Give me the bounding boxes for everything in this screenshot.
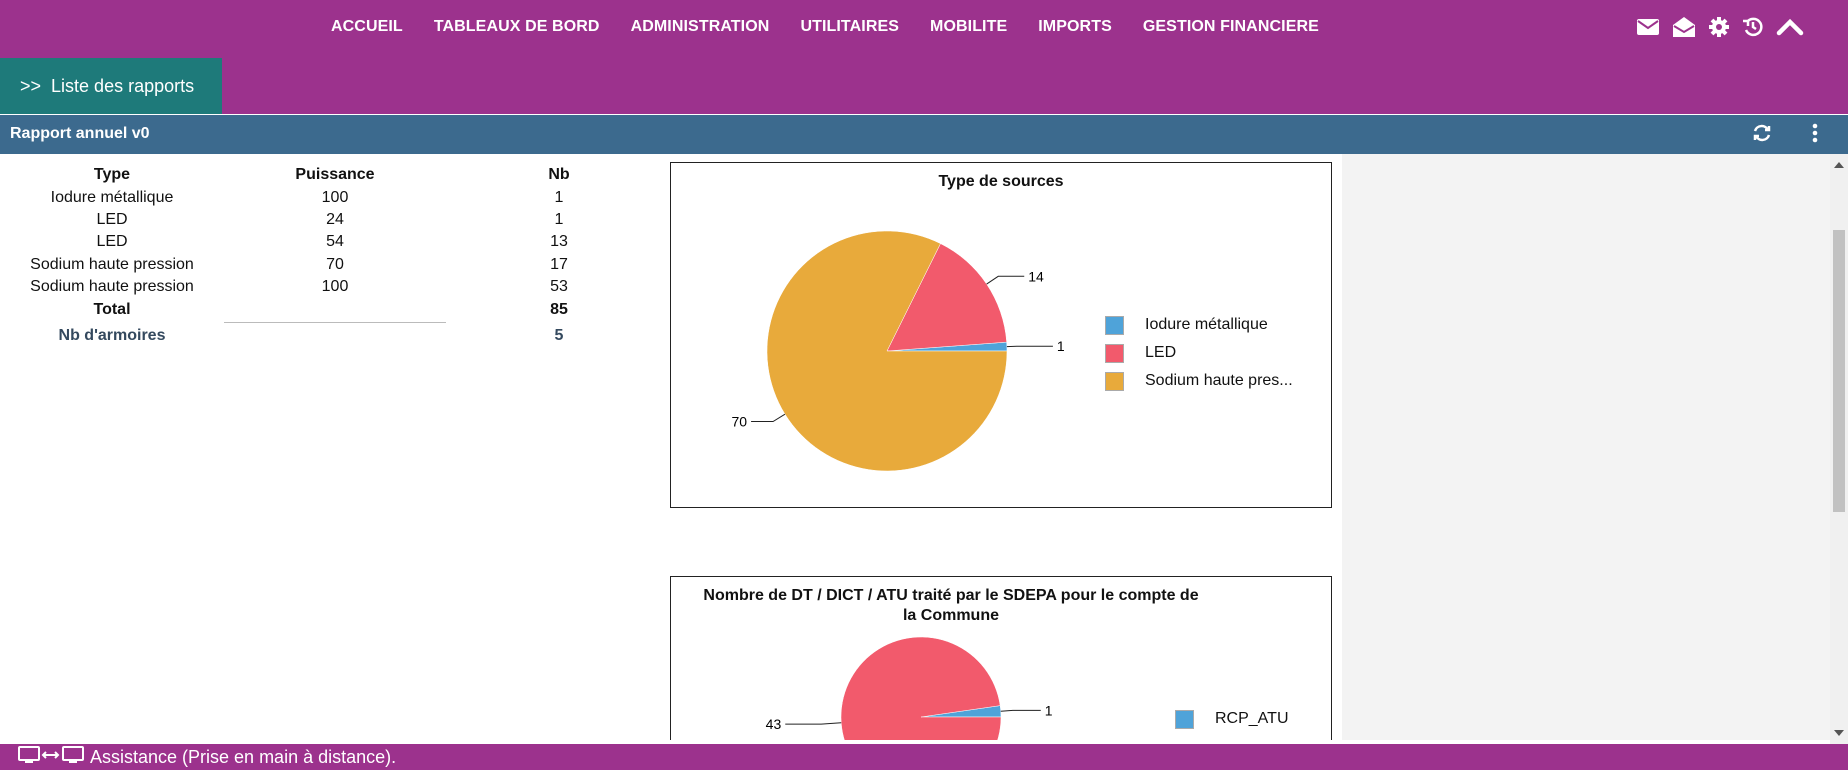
data-label: 70 <box>731 414 747 430</box>
nav-administration[interactable]: ADMINISTRATION <box>630 18 770 35</box>
pie-chart: 1 14 70 <box>731 230 1065 472</box>
chart-legend: Iodure métallique LED Sodium haute pres.… <box>1105 311 1293 395</box>
envelope-open-icon[interactable] <box>1672 16 1696 38</box>
envelope-icon[interactable] <box>1636 17 1660 37</box>
table-header-row: Type Puissance Nb <box>0 164 672 186</box>
cell-nb: 1 <box>554 188 564 206</box>
pie-chart: 1 43 <box>766 636 1053 740</box>
chart-title: Nombre de DT / DICT / ATU traité par le … <box>671 587 1231 625</box>
scroll-down-arrow-icon[interactable] <box>1834 730 1844 736</box>
armoires-row: Nb d'armoires 5 <box>0 321 672 345</box>
column-header-puissance: Puissance <box>295 166 375 184</box>
cell-puissance: 54 <box>326 233 344 251</box>
total-row: Total 85 <box>0 298 672 320</box>
leader-line <box>751 413 786 423</box>
panel-actions <box>1752 123 1818 148</box>
nav-imports[interactable]: IMPORTS <box>1038 18 1112 35</box>
cell-puissance: 24 <box>326 210 344 228</box>
data-label: 1 <box>1057 338 1065 354</box>
column-header-nb: Nb <box>548 166 570 184</box>
scroll-up-arrow-icon[interactable] <box>1834 162 1844 168</box>
assistance-text: Assistance (Prise en main à distance). <box>90 746 397 767</box>
refresh-icon[interactable] <box>1752 123 1772 148</box>
report-title: Rapport annuel v0 <box>10 125 150 142</box>
table-row: LED 24 1 <box>0 209 672 231</box>
cell-nb: 17 <box>550 255 568 273</box>
cell-type: Sodium haute pression <box>30 278 194 296</box>
leader-line <box>785 722 842 725</box>
cell-type: LED <box>96 233 128 251</box>
legend-label: Iodure métallique <box>1145 316 1268 333</box>
data-label: 1 <box>1045 702 1053 718</box>
type-de-sources-chart: Type de sources 1 14 70 Iodure métallique … <box>670 162 1332 508</box>
reports-list-label: Liste des rapports <box>51 75 195 96</box>
table-row: Iodure métallique 100 1 <box>0 186 672 208</box>
pie-slice[interactable] <box>840 636 1002 740</box>
chart-title-line-1: Nombre de DT / DICT / ATU traité par le … <box>703 587 1199 604</box>
cell-type: Sodium haute pression <box>30 255 194 273</box>
dt-dict-atu-chart: Nombre de DT / DICT / ATU traité par le … <box>670 576 1332 740</box>
top-icon-bar <box>1636 16 1804 38</box>
chart-title: Type de sources <box>938 173 1064 190</box>
gear-icon[interactable] <box>1708 16 1730 38</box>
column-header-type: Type <box>93 166 131 184</box>
nav-gestion-financiere[interactable]: GESTION FINANCIERE <box>1142 18 1319 35</box>
cell-puissance: 100 <box>321 188 349 206</box>
vertical-scrollbar[interactable] <box>1830 154 1848 744</box>
nav-utilitaires[interactable]: UTILITAIRES <box>800 18 900 35</box>
cell-puissance: 100 <box>321 278 349 296</box>
total-value: 85 <box>550 300 568 318</box>
report-panel-header: Rapport annuel v0 <box>0 115 1848 154</box>
legend-label: Sodium haute pres... <box>1145 372 1293 389</box>
table-row: LED 54 13 <box>0 231 672 253</box>
legend-label: LED <box>1145 344 1177 361</box>
total-label: Total <box>93 300 131 318</box>
cell-nb: 1 <box>554 210 564 228</box>
table-row: Sodium haute pression 100 53 <box>0 276 672 298</box>
legend-swatch <box>1175 709 1194 729</box>
cell-puissance: 70 <box>326 255 344 273</box>
remote-assistance-bar[interactable]: Assistance (Prise en main à distance). <box>0 744 1848 770</box>
cell-nb: 53 <box>550 278 568 296</box>
table-divider <box>224 322 446 323</box>
report-content: Type Puissance Nb Iodure métallique 100 … <box>0 154 1830 740</box>
table-row: Sodium haute pression 70 17 <box>0 254 672 276</box>
cell-type: LED <box>96 210 128 228</box>
reports-list-tab[interactable]: >> Liste des rapports <box>0 58 222 114</box>
legend-label: RCP_ATU <box>1215 710 1289 727</box>
history-icon[interactable] <box>1742 16 1764 38</box>
armoires-label: Nb d'armoires <box>58 326 166 344</box>
remote-desktop-icon <box>18 745 90 770</box>
scrollbar-thumb[interactable] <box>1833 230 1845 512</box>
nav-accueil[interactable]: ACCUEIL <box>331 18 403 35</box>
legend-swatch <box>1105 315 1124 335</box>
kebab-menu-icon[interactable] <box>1812 123 1818 148</box>
chevron-up-icon[interactable] <box>1776 16 1804 38</box>
legend-item: Sodium haute pres... <box>1105 367 1293 395</box>
data-label: 43 <box>766 716 782 732</box>
main-menu: ACCUEIL TABLEAUX DE BORD ADMINISTRATION … <box>331 18 1350 36</box>
cell-type: Iodure métallique <box>50 188 174 206</box>
pie-slice[interactable] <box>766 230 1008 472</box>
sources-table: Type Puissance Nb Iodure métallique 100 … <box>0 164 672 345</box>
legend-swatch <box>1105 371 1124 391</box>
right-empty-pane <box>1342 154 1830 740</box>
legend-swatch <box>1105 343 1124 363</box>
nav-mobilite[interactable]: MOBILITE <box>930 18 1008 35</box>
legend-item: LED <box>1105 339 1293 367</box>
leader-line <box>986 275 1025 285</box>
cell-nb: 13 <box>550 233 568 251</box>
armoires-value: 5 <box>554 326 564 344</box>
legend-item: Iodure métallique <box>1105 311 1293 339</box>
leader-line <box>1000 709 1041 712</box>
double-chevron-right-icon: >> <box>20 75 42 96</box>
data-label: 14 <box>1028 268 1044 284</box>
chart-title-line-2: la Commune <box>902 607 999 624</box>
pie-slice[interactable] <box>886 243 1007 352</box>
chart-legend: RCP_ATU <box>1175 705 1289 733</box>
legend-item: RCP_ATU <box>1175 705 1289 733</box>
top-navigation-bar: ACCUEIL TABLEAUX DE BORD ADMINISTRATION … <box>0 0 1848 114</box>
nav-tableaux-de-bord[interactable]: TABLEAUX DE BORD <box>433 18 600 35</box>
